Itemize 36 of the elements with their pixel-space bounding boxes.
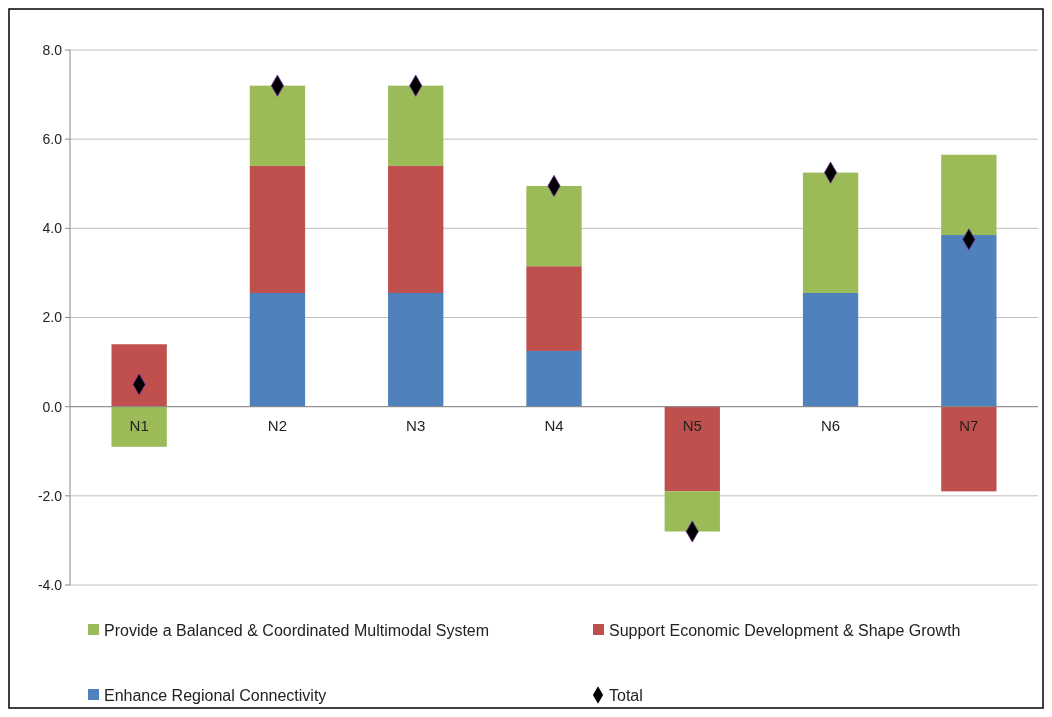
x-tick-label: N4 [544, 416, 564, 434]
bar [111, 406, 167, 447]
bar [388, 85, 444, 166]
bar [249, 292, 306, 407]
x-tick-label: N2 [267, 416, 288, 434]
bar [526, 185, 582, 267]
bar [249, 85, 306, 166]
bar [111, 344, 167, 407]
bar [941, 154, 997, 236]
bar [388, 292, 444, 407]
legend-label: Support Economic Development & Shape Growth [609, 621, 961, 639]
bar [664, 491, 720, 532]
bar [526, 266, 582, 351]
y-tick-label: 0.0 [42, 398, 63, 415]
bar [388, 165, 444, 293]
y-tick-label: 8.0 [42, 41, 63, 58]
x-tick-label: N1 [129, 416, 149, 434]
bar [526, 350, 582, 407]
legend-label: Enhance Regional Connectivity [104, 686, 327, 704]
x-tick-label: N6 [820, 416, 841, 434]
bar [802, 172, 859, 293]
y-tick-label: 2.0 [42, 309, 63, 326]
y-tick-label: 4.0 [42, 220, 63, 237]
bar [802, 292, 859, 407]
x-tick-label: N7 [959, 416, 979, 434]
legend-label: Provide a Balanced & Coordinated Multimodal System [104, 621, 490, 639]
y-tick-label: -4.0 [37, 576, 63, 593]
y-tick-label: 6.0 [42, 131, 63, 148]
bar [941, 406, 997, 492]
x-tick-label: N5 [682, 416, 702, 434]
x-tick-label: N3 [406, 416, 426, 434]
bar [249, 165, 306, 293]
legend-label: Total [609, 686, 643, 704]
bar [664, 406, 720, 492]
bar [941, 235, 997, 407]
y-tick-label: -2.0 [37, 487, 63, 504]
